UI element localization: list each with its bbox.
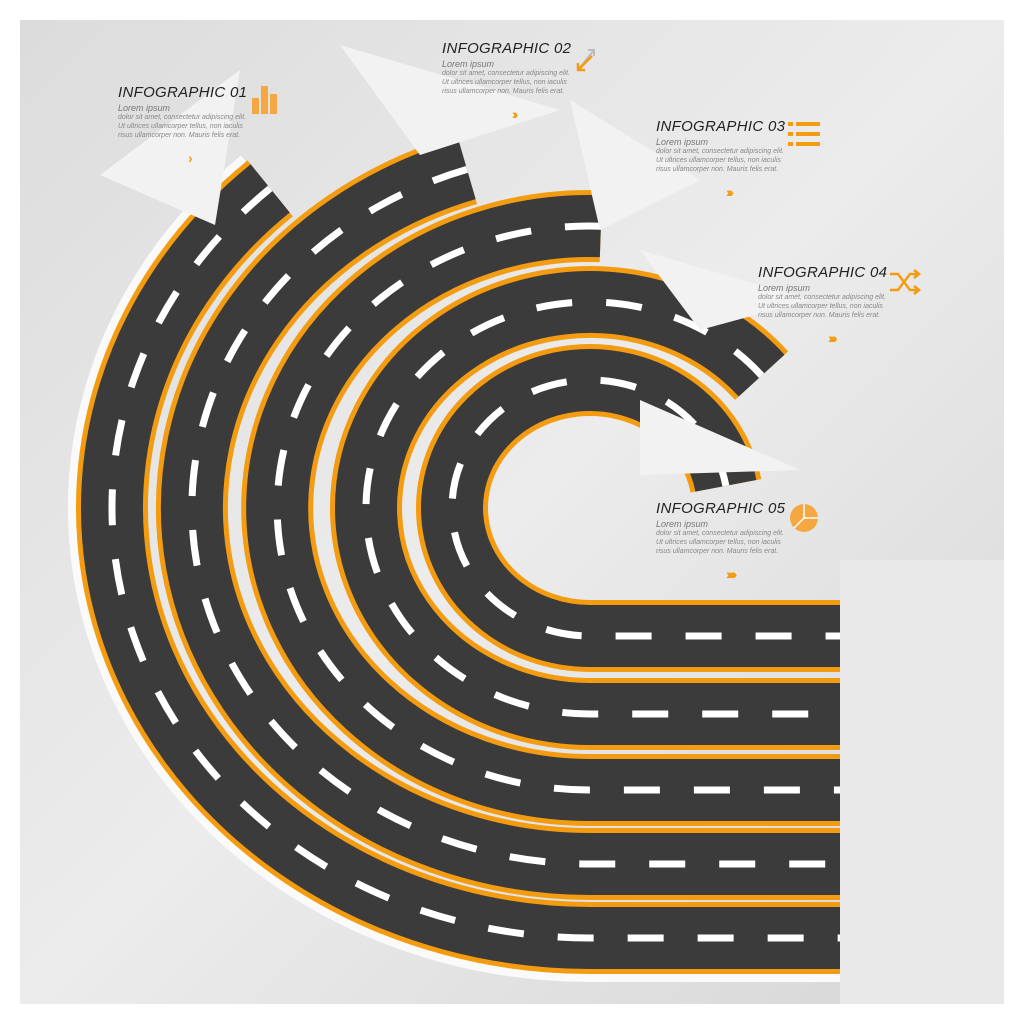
card-body: dolor sit amet, consectetur adipiscing e… (758, 294, 887, 319)
road-rim (67, 155, 840, 982)
card-body: dolor sit amet, consectetur adipiscing e… (656, 148, 785, 173)
card-2: INFOGRAPHIC 02 Lorem ipsum dolor sit ame… (442, 40, 632, 122)
paper-fold-1 (100, 70, 240, 225)
card-subtitle: Lorem ipsum (118, 103, 171, 113)
card-title: INFOGRAPHIC 01 (118, 84, 248, 101)
road-dashes-5 (448, 376, 840, 640)
paper-panel (840, 560, 1004, 1004)
chevron-icon: ›› (512, 106, 518, 122)
road-dashes-2 (188, 166, 840, 868)
card-subtitle: Lorem ipsum (656, 519, 709, 529)
bar-chart-icon (252, 86, 277, 114)
card-5: INFOGRAPHIC 05 Lorem ipsum dolor sit ame… (656, 500, 846, 582)
card-title: INFOGRAPHIC 02 (442, 40, 572, 57)
card-3: INFOGRAPHIC 03 Lorem ipsum dolor sit ame… (656, 118, 846, 200)
card-body: dolor sit amet, consectetur adipiscing e… (442, 70, 571, 95)
chevron-icon: ››› (726, 184, 734, 200)
paper-fold-2 (340, 45, 560, 155)
paper-fold-5 (640, 400, 800, 475)
chevron-icon: ›››› (828, 330, 838, 346)
card-body: dolor sit amet, consectetur adipiscing e… (118, 114, 247, 139)
road-dashes-3 (273, 222, 840, 794)
diagonal-arrows-icon (576, 49, 595, 72)
road-dashes-1 (108, 185, 840, 942)
card-title: INFOGRAPHIC 03 (656, 118, 786, 135)
paper-fold-4 (640, 250, 810, 330)
chevron-icon: ››››› (726, 566, 737, 582)
card-subtitle: Lorem ipsum (442, 59, 495, 69)
list-icon (788, 122, 820, 146)
shuffle-icon (890, 269, 922, 295)
paper-fold-3 (570, 100, 700, 230)
card-title: INFOGRAPHIC 04 (758, 264, 888, 281)
road-dashes-4 (362, 298, 840, 718)
card-4: INFOGRAPHIC 04 Lorem ipsum dolor sit ame… (758, 264, 948, 346)
card-subtitle: Lorem ipsum (656, 137, 709, 147)
card-subtitle: Lorem ipsum (758, 283, 811, 293)
pie-chart-icon (790, 504, 818, 532)
chevron-icon: › (188, 150, 193, 166)
card-1: INFOGRAPHIC 01 Lorem ipsum dolor sit ame… (118, 84, 308, 166)
card-title: INFOGRAPHIC 05 (656, 500, 786, 517)
card-body: dolor sit amet, consectetur adipiscing e… (656, 530, 785, 555)
